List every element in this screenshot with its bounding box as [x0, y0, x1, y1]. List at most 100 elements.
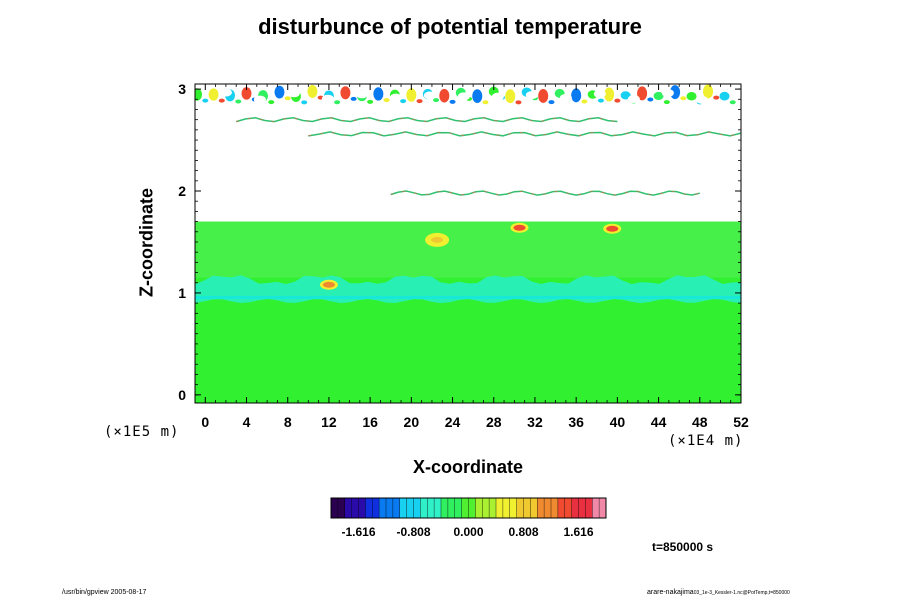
turbulence-cell [472, 89, 483, 103]
colorbar-cell [427, 498, 435, 518]
colorbar-cell [564, 498, 572, 518]
turbulence-cell [274, 85, 285, 99]
x-tick-label: 40 [610, 414, 626, 430]
colorbar-cell [557, 498, 566, 518]
colorbar-cell [406, 498, 414, 518]
undefined-pocket [219, 88, 232, 97]
x-axis: 0 4 8 12 16 20 24 28 32 36 40 44 48 52 [201, 84, 749, 430]
x-tick-label: 8 [284, 414, 292, 430]
chart-title: disturbunce of potential temperature [258, 14, 642, 39]
colorbar-cell [441, 498, 449, 518]
undefined-pocket [389, 93, 402, 102]
colorbar-cell [578, 498, 586, 518]
plot-area [195, 84, 741, 403]
footer-source: arare-nakajima03_1e-3_Kessler-1.nc@PotTe… [647, 589, 790, 596]
noise-layer [308, 131, 741, 137]
colorbar-cell [386, 498, 394, 518]
colorbar-cell [468, 498, 476, 518]
turbulence-cell [620, 91, 631, 100]
feature-core [431, 236, 444, 243]
colorbar-cell [358, 498, 366, 518]
colorbar-cell [337, 498, 346, 518]
y-tick-label: 1 [178, 285, 186, 301]
undefined-pocket [593, 89, 606, 98]
turbulence-cell [729, 100, 736, 105]
noise-layer [235, 117, 618, 123]
x-tick-label: 4 [243, 414, 251, 430]
turbulence-cell [614, 98, 621, 103]
turbulence-cell [581, 99, 588, 104]
turbulence-cell [686, 91, 697, 101]
colorbar-cell [489, 498, 497, 518]
undefined-pocket [559, 93, 572, 102]
undefined-pocket [321, 94, 334, 103]
y-tick-label: 2 [178, 183, 186, 199]
colorbar-cell [530, 498, 538, 518]
colorbar-cell [537, 498, 545, 518]
colorbar-cell [475, 498, 483, 518]
colorbar-cell [592, 498, 600, 518]
turbulence-cell [719, 91, 730, 101]
turbulence-cell [538, 89, 549, 103]
turbulence-cell [680, 96, 687, 101]
undefined-pocket [627, 95, 640, 104]
turbulence-cell [400, 99, 407, 104]
field-region-middle [195, 221, 741, 278]
footer-command: /usr/bin/gpview 2005-08-17 [62, 589, 147, 596]
undefined-pocket [491, 92, 504, 101]
footer-source-main: arare-nakajima [647, 589, 694, 596]
colorbar-cell [496, 498, 504, 518]
turbulence-cell [350, 96, 357, 101]
field-cyan-line [195, 295, 741, 299]
turbulence-cell [433, 98, 440, 103]
colorbar-cell [372, 498, 380, 518]
turbulence-cell [340, 86, 351, 100]
x-axis-unit: (×1E4 m) [668, 433, 744, 449]
x-tick-label: 24 [445, 414, 461, 430]
colorbar-cell [599, 498, 607, 518]
turbulence-cell [449, 99, 456, 104]
undefined-pocket [695, 95, 708, 104]
colorbar-cell [379, 498, 387, 518]
x-tick-label: 48 [692, 414, 708, 430]
turbulence-cell [208, 88, 219, 101]
turbulence-cell [548, 100, 555, 105]
colorbar-cell [413, 498, 421, 518]
colorbar-cell [516, 498, 524, 518]
x-tick-label: 36 [568, 414, 584, 430]
noise-layer-accent [390, 190, 700, 196]
colorbar-cell [482, 498, 490, 518]
feature-core [513, 224, 526, 231]
colorbar-tick-label: -0.808 [396, 525, 430, 539]
colorbar-cell [420, 498, 428, 518]
turbulence-cell [202, 98, 209, 103]
colorbar-cell [454, 498, 462, 518]
x-tick-label: 32 [527, 414, 543, 430]
turbulence-cell [241, 87, 252, 100]
turbulence-cell [334, 100, 341, 105]
undefined-pocket [355, 90, 368, 99]
colorbar-cell [502, 498, 511, 518]
turbulence-cell [367, 99, 374, 104]
feature-core [322, 281, 335, 288]
undefined-pocket [729, 88, 741, 97]
turbulence-cell [373, 87, 384, 101]
colorbar-cell [544, 498, 552, 518]
x-axis-label: X-coordinate [412, 457, 523, 477]
colorbar-cell [365, 498, 373, 518]
turbulence-cell [307, 84, 318, 98]
turbulence-cell [670, 85, 681, 100]
colorbar-tick-label: 1.616 [563, 525, 593, 539]
y-axis-label: Z-coordinate [136, 188, 157, 298]
colorbar: -1.616 -0.808 0.000 0.808 1.616 [330, 497, 607, 539]
turbulence-cell [416, 99, 423, 104]
colorbar-cell [509, 498, 517, 518]
x-tick-label: 44 [651, 414, 667, 430]
colorbar-tick-label: 0.808 [508, 525, 538, 539]
turbulence-cell [571, 88, 582, 103]
turbulence-cell [301, 100, 308, 105]
turbulence-cell [703, 84, 714, 99]
x-tick-label: 16 [362, 414, 378, 430]
turbulence-cell [663, 100, 670, 105]
x-tick-label: 52 [733, 414, 749, 430]
